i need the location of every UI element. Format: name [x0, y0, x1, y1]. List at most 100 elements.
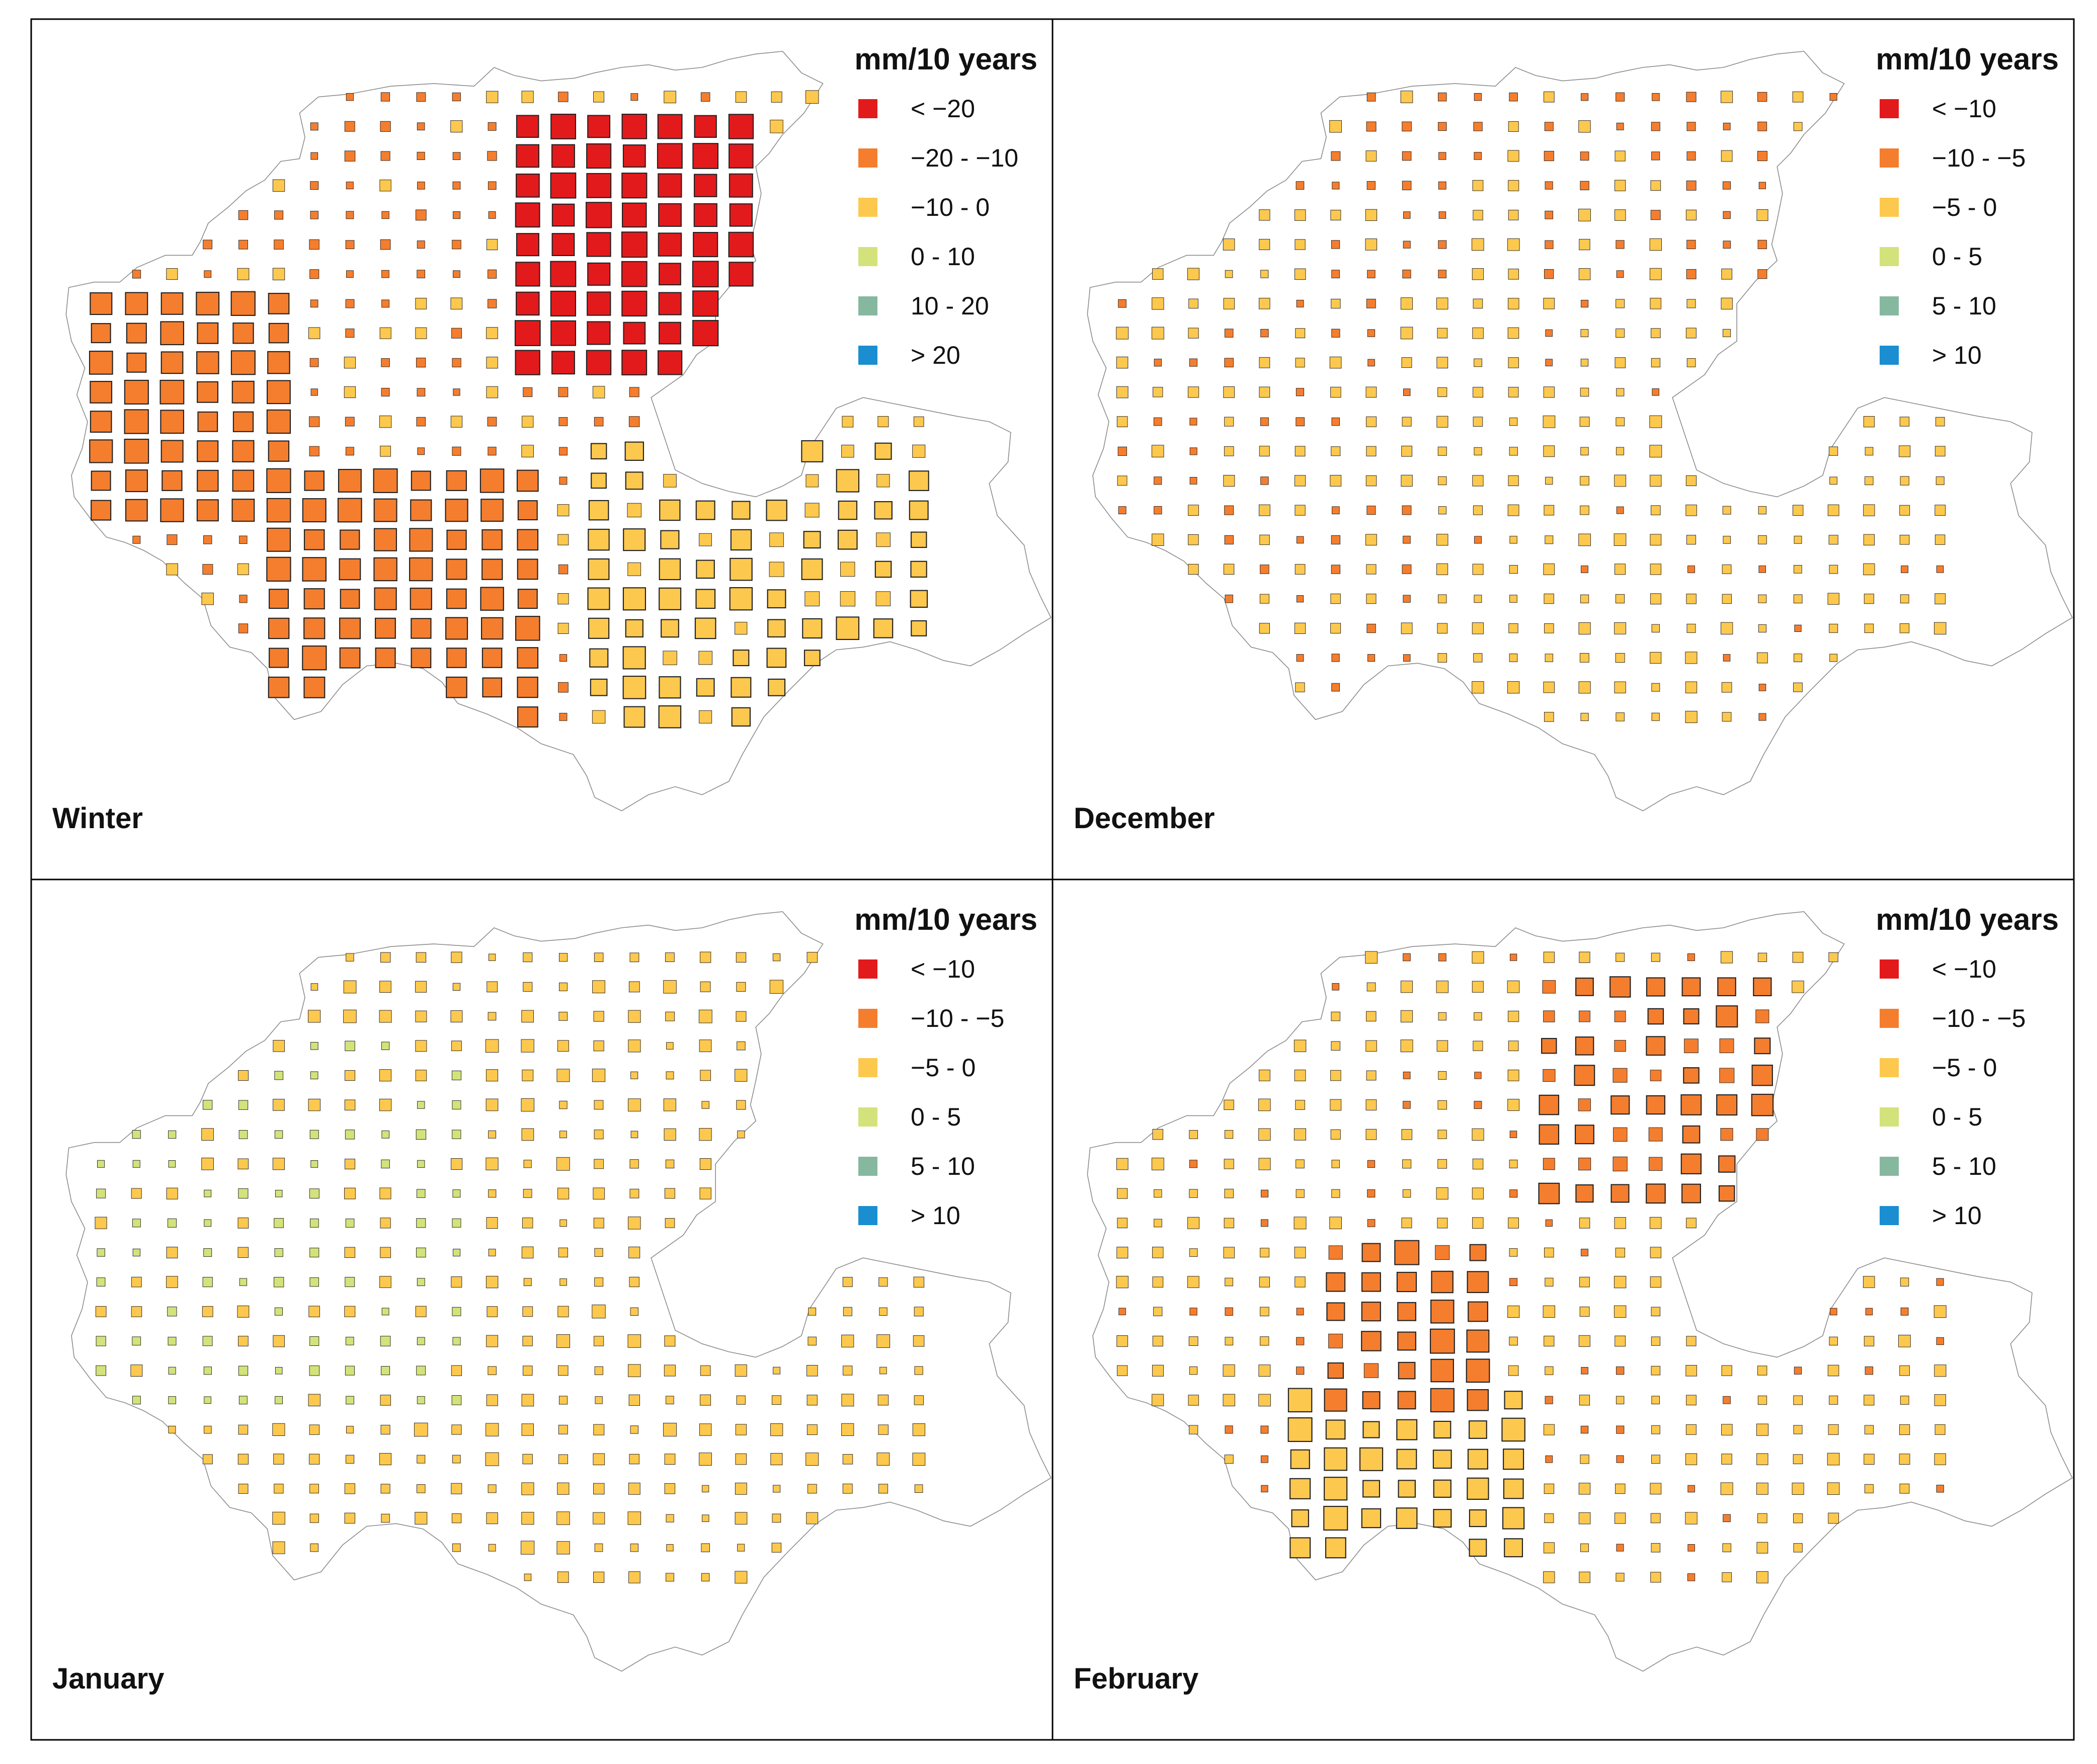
grid-cell-marker: [232, 469, 255, 492]
grid-cell-marker: [381, 1308, 389, 1316]
grid-cell-marker: [521, 1039, 534, 1053]
grid-cell-marker: [344, 150, 356, 162]
grid-cell-marker: [380, 952, 391, 963]
grid-cell-marker: [1223, 386, 1235, 398]
grid-cell-marker: [521, 1482, 534, 1495]
grid-cell-marker: [1793, 1513, 1803, 1524]
grid-cell-marker: [1472, 622, 1484, 634]
grid-cell-marker: [1683, 1008, 1700, 1025]
grid-cell-marker: [202, 1100, 213, 1110]
grid-cell-marker: [659, 676, 681, 699]
grid-cell-marker: [1579, 238, 1590, 251]
grid-cell-marker: [1474, 152, 1482, 160]
grid-cell-marker: [380, 92, 390, 102]
grid-cell-marker: [1330, 475, 1342, 487]
grid-cell-marker: [1467, 1449, 1488, 1470]
grid-cell-marker: [623, 706, 646, 728]
grid-cell-marker: [1437, 387, 1447, 397]
grid-cell-marker: [1723, 536, 1731, 544]
legend-label: < −10: [1932, 95, 1996, 123]
grid-cell-marker: [345, 447, 354, 456]
grid-cell-marker: [1685, 1453, 1698, 1465]
grid-cell-marker: [838, 500, 858, 520]
grid-cell-marker: [622, 144, 646, 168]
grid-cell-marker: [696, 559, 715, 579]
grid-cell-marker: [1544, 269, 1554, 279]
grid-cell-marker: [1501, 1417, 1525, 1442]
grid-cell-marker: [523, 1189, 532, 1198]
grid-cell-marker: [1751, 1065, 1773, 1086]
grid-cell-marker: [841, 1334, 854, 1347]
grid-cell-marker: [1934, 534, 1946, 545]
grid-cell-marker: [801, 558, 823, 580]
grid-cell-marker: [268, 440, 290, 462]
grid-cell-marker: [488, 1484, 497, 1493]
grid-cell-marker: [417, 182, 425, 190]
grid-cell-marker: [1864, 1336, 1875, 1346]
grid-cell-marker: [90, 292, 113, 315]
grid-cell-marker: [1544, 712, 1554, 722]
grid-cell-marker: [266, 556, 291, 582]
grid-cell-marker: [309, 269, 319, 279]
grid-cell-marker: [1295, 505, 1306, 516]
grid-cell-marker: [523, 387, 533, 397]
grid-cell-marker: [1863, 1276, 1875, 1288]
grid-cell-marker: [629, 952, 639, 963]
grid-cell-marker: [737, 1544, 745, 1552]
grid-cell-marker: [1578, 681, 1591, 694]
grid-cell-marker: [1366, 1070, 1377, 1081]
grid-cell-marker: [1467, 1271, 1489, 1293]
grid-cell-marker: [268, 617, 290, 639]
grid-cell-marker: [381, 1366, 390, 1376]
grid-cell-marker: [344, 1306, 356, 1317]
region-map: [65, 51, 1052, 812]
grid-cell-marker: [731, 677, 752, 698]
grid-cell-marker: [772, 1513, 781, 1523]
grid-cell-marker: [1575, 977, 1594, 996]
grid-cell-marker: [625, 471, 643, 490]
grid-cell-marker: [480, 499, 504, 522]
grid-cell-marker: [310, 122, 318, 131]
grid-cell-marker: [1294, 1247, 1306, 1258]
grid-cell-marker: [1864, 1425, 1874, 1434]
grid-cell-marker: [1365, 475, 1377, 487]
grid-cell-marker: [238, 1070, 249, 1081]
grid-cell-marker: [1396, 1449, 1417, 1470]
grid-cell-marker: [197, 381, 219, 403]
grid-cell-marker: [628, 981, 640, 993]
grid-cell-marker: [1509, 1336, 1518, 1346]
grid-cell-marker: [517, 647, 539, 669]
grid-cell-marker: [1543, 1571, 1555, 1583]
grid-cell-marker: [587, 262, 611, 286]
grid-cell-marker: [1225, 594, 1233, 603]
grid-cell-marker: [1365, 1040, 1377, 1052]
grid-cell-marker: [1899, 1424, 1910, 1435]
grid-cell-marker: [594, 1336, 604, 1346]
grid-cell-marker: [375, 617, 396, 639]
grid-cell-marker: [310, 1071, 318, 1080]
grid-cell-marker: [417, 388, 426, 396]
grid-cell-marker: [1474, 1101, 1482, 1109]
grid-cell-marker: [1614, 681, 1626, 693]
grid-cell-marker: [842, 416, 854, 428]
grid-cell-marker: [1361, 1272, 1381, 1292]
grid-cell-marker: [445, 499, 468, 522]
grid-cell-marker: [168, 1130, 177, 1139]
grid-cell-marker: [556, 1069, 570, 1082]
grid-cell-marker: [1543, 1069, 1556, 1082]
legend-title: mm/10 years: [1876, 903, 2059, 936]
grid-cell-marker: [267, 351, 290, 374]
grid-cell-marker: [806, 952, 818, 963]
grid-cell-marker: [1472, 1217, 1484, 1229]
grid-cell-marker: [912, 1423, 925, 1436]
grid-cell-marker: [1649, 415, 1662, 428]
legend-label: > 10: [911, 1201, 960, 1230]
grid-cell-marker: [415, 1040, 427, 1052]
grid-cell-marker: [196, 351, 219, 374]
grid-cell-marker: [1687, 953, 1695, 961]
grid-cell-marker: [1613, 1127, 1628, 1142]
grid-cell-marker: [664, 1128, 676, 1141]
grid-cell-marker: [1545, 210, 1553, 219]
grid-cell-marker: [268, 323, 289, 344]
grid-cell-marker: [132, 1248, 141, 1257]
